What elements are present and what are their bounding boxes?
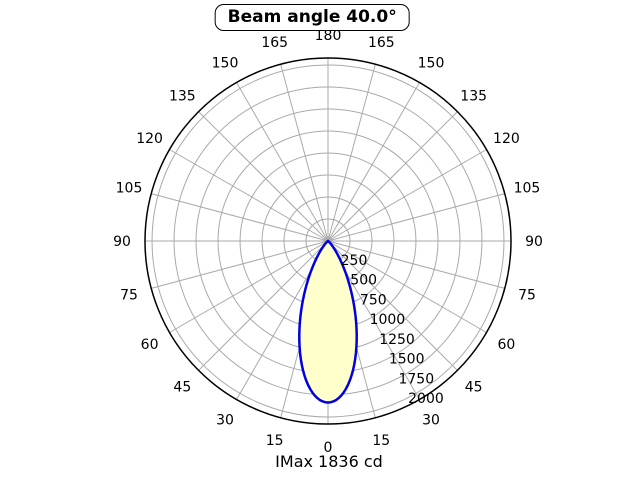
angle-tick-label: 105: [116, 181, 143, 197]
grid-spoke: [236, 82, 329, 242]
angle-tick-label: 75: [518, 287, 536, 303]
grid-spoke: [151, 240, 329, 289]
angle-tick-label: 0: [324, 440, 333, 456]
angle-tick-label: 135: [169, 88, 196, 104]
radial-tick-label: 1750: [398, 371, 434, 387]
grid-spoke: [280, 64, 329, 242]
grid-spoke: [151, 193, 329, 242]
grid-spoke: [169, 149, 329, 242]
angle-tick-label: 180: [315, 28, 342, 44]
radial-tick-label: 500: [350, 273, 377, 289]
angle-tick-label: 120: [136, 131, 163, 147]
chart-title: Beam angle 40.0°: [214, 4, 410, 31]
grid-spoke: [198, 111, 329, 242]
radial-tick-label: 750: [360, 292, 387, 308]
grid-spoke: [327, 240, 505, 289]
angle-tick-label: 60: [141, 337, 159, 353]
angle-tick-label: 105: [514, 181, 541, 197]
angle-tick-label: 45: [465, 380, 483, 396]
angle-tick-label: 30: [216, 412, 234, 428]
imax-label: IMax 1836 cd: [275, 452, 383, 471]
angle-tick-label: 90: [525, 234, 543, 250]
angle-tick-label: 150: [212, 56, 239, 72]
radial-tick-label: 1500: [389, 352, 425, 368]
grid-spoke: [169, 240, 329, 333]
angle-tick-label: 60: [497, 337, 515, 353]
angle-tick-label: 165: [368, 35, 395, 51]
angle-tick-label: 75: [120, 287, 138, 303]
radial-tick-label: 2000: [408, 391, 444, 407]
grid-spoke: [327, 193, 505, 242]
grid-spoke: [327, 82, 420, 242]
angle-tick-label: 120: [493, 131, 520, 147]
grid-spoke: [327, 149, 487, 242]
angle-tick-label: 90: [113, 234, 131, 250]
angle-tick-label: 135: [460, 88, 487, 104]
grid-spoke: [327, 240, 458, 371]
grid-spoke: [327, 240, 487, 333]
beam-lobe: [298, 239, 358, 404]
angle-tick-label: 165: [261, 35, 288, 51]
angle-tick-label: 150: [418, 56, 445, 72]
grid-spoke: [327, 64, 376, 242]
grid-spoke: [327, 111, 458, 242]
angle-tick-label: 15: [372, 433, 390, 449]
angle-tick-label: 30: [422, 412, 440, 428]
grid-spoke: [198, 240, 329, 371]
angle-tick-label: 45: [173, 380, 191, 396]
radial-tick-label: 1000: [370, 312, 406, 328]
radial-tick-label: 1250: [379, 332, 415, 348]
angle-tick-label: 15: [266, 433, 284, 449]
radial-tick-label: 250: [341, 253, 368, 269]
outer-circle: [144, 57, 512, 425]
